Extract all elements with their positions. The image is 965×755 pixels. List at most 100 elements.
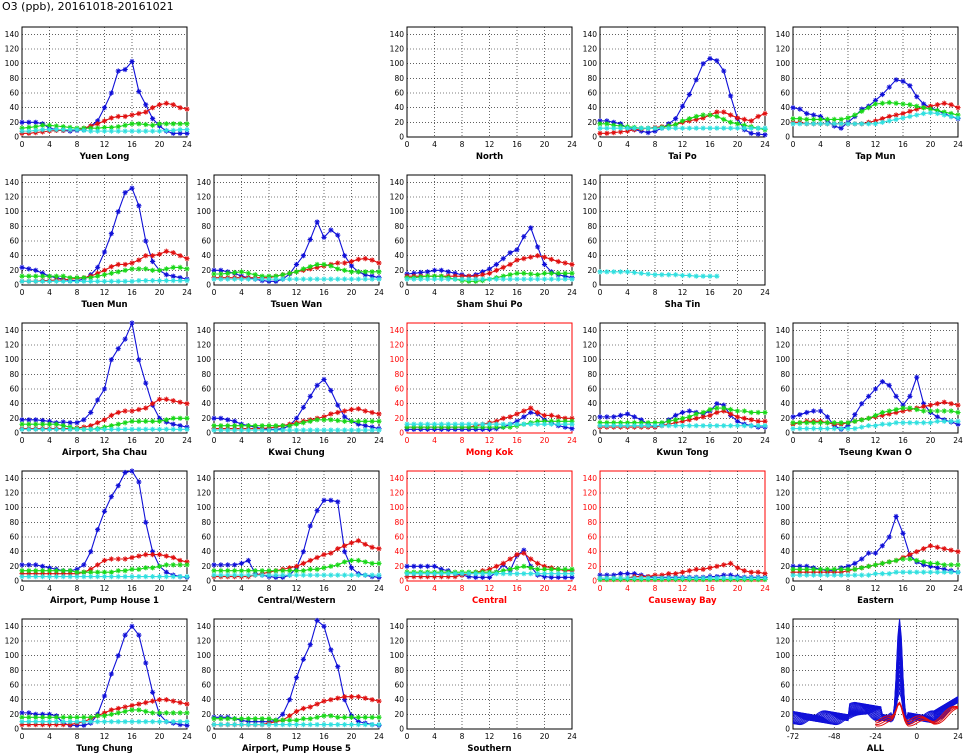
data-point bbox=[597, 130, 603, 136]
data-point bbox=[245, 557, 251, 564]
data-point bbox=[893, 513, 899, 520]
data-point bbox=[486, 276, 493, 282]
data-point bbox=[307, 427, 313, 433]
data-point bbox=[907, 405, 913, 411]
y-tick-label: 120 bbox=[390, 341, 405, 350]
y-tick-label: 120 bbox=[197, 637, 212, 646]
y-tick-label: 0 bbox=[785, 429, 790, 438]
x-tick-label: 12 bbox=[485, 436, 495, 445]
data-point bbox=[40, 563, 46, 569]
data-point bbox=[143, 574, 149, 580]
data-point bbox=[273, 568, 279, 574]
y-tick-label: 40 bbox=[9, 547, 19, 556]
data-point bbox=[535, 276, 541, 282]
data-point bbox=[335, 232, 341, 238]
data-point bbox=[624, 269, 631, 275]
data-point bbox=[342, 722, 348, 728]
data-point bbox=[907, 113, 913, 120]
y-tick-label: 120 bbox=[5, 45, 20, 54]
data-point bbox=[927, 420, 934, 426]
data-point bbox=[129, 702, 135, 709]
y-tick-label: 40 bbox=[394, 399, 404, 408]
data-point bbox=[211, 423, 217, 429]
data-point bbox=[872, 571, 879, 577]
data-point bbox=[438, 571, 444, 577]
data-point bbox=[81, 278, 87, 284]
panel-title: Kwun Tong bbox=[656, 448, 708, 458]
x-tick-label: 16 bbox=[319, 732, 329, 741]
data-point bbox=[150, 122, 156, 128]
y-tick-label: 140 bbox=[583, 474, 598, 483]
data-point bbox=[328, 227, 334, 233]
data-point bbox=[19, 264, 25, 270]
x-tick-label: 20 bbox=[347, 436, 357, 445]
data-point bbox=[115, 483, 121, 489]
x-tick-label: 12 bbox=[100, 732, 110, 741]
data-point bbox=[831, 121, 837, 127]
y-tick-label: 0 bbox=[785, 133, 790, 142]
data-point bbox=[811, 112, 817, 118]
data-point bbox=[797, 121, 803, 127]
data-point bbox=[376, 714, 382, 720]
y-tick-label: 60 bbox=[780, 89, 790, 98]
data-point bbox=[156, 418, 163, 424]
x-tick-label: 4 bbox=[818, 436, 823, 445]
data-point bbox=[611, 269, 617, 275]
data-point bbox=[811, 572, 817, 578]
data-point bbox=[804, 566, 810, 572]
data-point bbox=[707, 565, 713, 571]
data-point bbox=[95, 574, 101, 580]
data-point bbox=[156, 102, 163, 108]
data-point bbox=[866, 423, 872, 429]
data-point bbox=[921, 569, 927, 575]
data-point bbox=[886, 408, 892, 414]
data-point bbox=[686, 91, 692, 98]
y-tick-label: 0 bbox=[14, 577, 19, 586]
data-point bbox=[81, 275, 87, 281]
data-point bbox=[541, 571, 548, 577]
data-point bbox=[19, 119, 25, 125]
data-point bbox=[300, 656, 306, 662]
data-point bbox=[528, 571, 534, 577]
data-point bbox=[19, 125, 25, 131]
x-tick-label: 12 bbox=[100, 436, 110, 445]
data-point bbox=[115, 346, 121, 352]
data-point bbox=[693, 116, 699, 122]
data-point bbox=[342, 714, 348, 720]
y-tick-label: 40 bbox=[587, 547, 597, 556]
data-point bbox=[611, 125, 617, 131]
all-trace-red bbox=[875, 702, 959, 727]
y-tick-label: 80 bbox=[394, 518, 404, 527]
data-point bbox=[700, 61, 706, 67]
data-point bbox=[741, 408, 747, 414]
data-point bbox=[335, 402, 341, 408]
data-point bbox=[33, 421, 39, 427]
data-point bbox=[26, 266, 32, 272]
data-point bbox=[376, 722, 382, 728]
data-point bbox=[548, 256, 554, 262]
x-tick-label: 20 bbox=[347, 584, 357, 593]
data-point bbox=[845, 420, 851, 426]
data-point bbox=[652, 125, 658, 131]
y-tick-label: 60 bbox=[201, 237, 211, 246]
data-point bbox=[797, 569, 803, 575]
data-point bbox=[569, 418, 575, 424]
data-point bbox=[652, 423, 658, 429]
data-point bbox=[218, 568, 224, 574]
data-point bbox=[314, 714, 320, 720]
data-point bbox=[569, 270, 575, 276]
data-point bbox=[618, 420, 624, 426]
data-point bbox=[362, 423, 368, 429]
data-point bbox=[679, 272, 686, 279]
x-tick-label: 20 bbox=[540, 140, 550, 149]
data-point bbox=[170, 710, 176, 716]
data-point bbox=[562, 571, 568, 577]
y-tick-label: 20 bbox=[9, 266, 19, 275]
x-tick-label: 20 bbox=[733, 288, 743, 297]
data-point bbox=[741, 568, 747, 574]
data-point bbox=[26, 710, 32, 716]
data-point bbox=[252, 427, 258, 433]
data-point bbox=[150, 105, 156, 111]
data-point bbox=[335, 722, 341, 728]
